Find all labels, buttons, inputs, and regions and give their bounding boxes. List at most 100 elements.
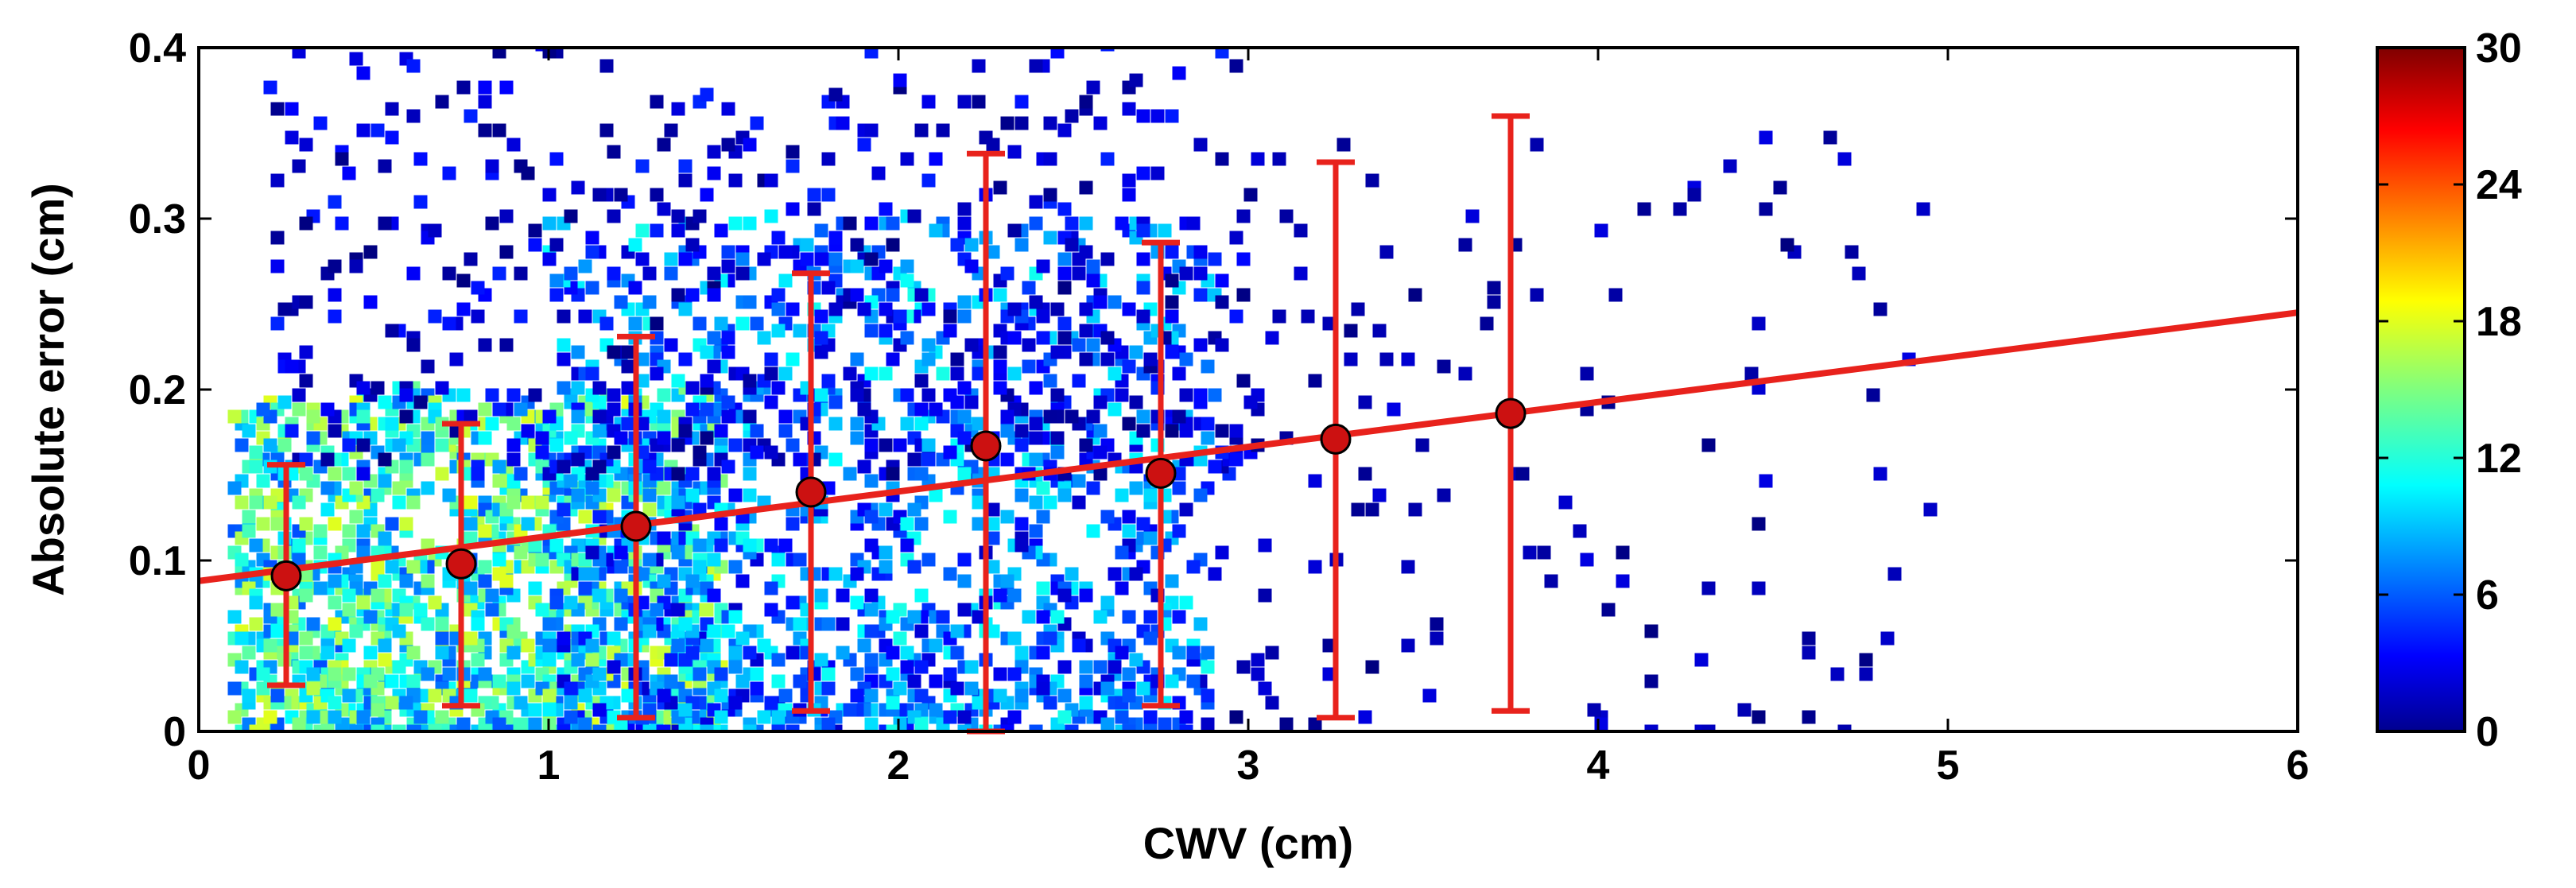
scatter-point [313, 116, 328, 130]
scatter-point [1086, 409, 1100, 424]
scatter-point [492, 460, 506, 474]
scatter-point [707, 724, 721, 731]
scatter-point [743, 409, 757, 424]
scatter-point [270, 316, 285, 331]
scatter-point [707, 288, 721, 302]
scatter-point [242, 646, 256, 660]
scatter-point [1100, 510, 1115, 524]
scatter-point [771, 324, 786, 338]
scatter-point [506, 646, 521, 660]
scatter-point [399, 409, 413, 424]
scatter-point [1294, 223, 1308, 238]
x-tick-label: 5 [1937, 743, 1960, 789]
scatter-point [1358, 710, 1372, 724]
scatter-point [528, 388, 542, 402]
scatter-point [685, 488, 700, 502]
scatter-point [914, 588, 929, 603]
scatter-point [764, 603, 778, 617]
scatter-point [235, 631, 249, 646]
scatter-point [914, 688, 929, 703]
scatter-point [993, 345, 1007, 359]
scatter-point [263, 710, 277, 724]
scatter-point [857, 302, 871, 316]
scatter-point [406, 338, 421, 352]
x-axis: 0 1 2 3 4 5 6 [188, 48, 2309, 789]
scatter-point [356, 409, 370, 424]
scatter-point [864, 252, 879, 266]
scatter-point [349, 624, 363, 638]
scatter-point [370, 488, 385, 502]
scatter-point [1050, 302, 1065, 316]
scatter-point [1165, 295, 1179, 309]
scatter-point [1014, 517, 1029, 531]
scatter-point [1029, 216, 1043, 231]
scatter-point [1007, 331, 1022, 345]
y-axis-title: Absolute error (cm) [23, 183, 73, 596]
scatter-point [370, 703, 385, 717]
scatter-point [471, 309, 485, 324]
scatter-point [1887, 567, 1902, 581]
scatter-point [1401, 560, 1415, 574]
scatter-point [828, 395, 843, 409]
scatter-point [1236, 660, 1251, 674]
scatter-point [921, 302, 936, 316]
scatter-point [435, 95, 449, 109]
scatter-point [320, 646, 335, 660]
scatter-point [814, 724, 828, 731]
scatter-point [485, 417, 499, 431]
scatter-point [1000, 409, 1014, 424]
scatter-point [771, 724, 786, 731]
scatter-point [1308, 474, 1322, 488]
scatter-point [1186, 216, 1201, 231]
scatter-point [1136, 252, 1150, 266]
scatter-point [1079, 95, 1093, 109]
scatter-point [270, 688, 285, 703]
scatter-point [1150, 109, 1165, 123]
scatter-point [685, 574, 700, 588]
colorbar-tick-label: 0 [2476, 709, 2499, 755]
scatter-point [1852, 266, 1866, 281]
scatter-point [1193, 338, 1208, 352]
scatter-point [1430, 631, 1444, 646]
scatter-point [1122, 688, 1136, 703]
scatter-point [607, 402, 621, 417]
scatter-point [607, 345, 621, 359]
scatter-point [1007, 223, 1022, 238]
scatter-point [1014, 116, 1029, 130]
scatter-point [385, 417, 399, 431]
scatter-point [1093, 467, 1108, 481]
scatter-point [356, 438, 370, 452]
scatter-point [986, 138, 1000, 152]
scatter-point [492, 717, 506, 731]
scatter-point [299, 631, 313, 646]
scatter-point [328, 710, 342, 724]
scatter-point [1802, 646, 1816, 660]
scatter-point [1365, 502, 1379, 517]
scatter-point [549, 595, 564, 610]
scatter-point [957, 724, 972, 731]
scatter-point [292, 388, 306, 402]
scatter-point [1158, 717, 1172, 731]
scatter-point [1000, 266, 1014, 281]
scatter-point [1122, 173, 1136, 188]
scatter-point [1193, 617, 1208, 631]
scatter-point [607, 145, 621, 159]
scatter-point [578, 688, 592, 703]
y-axis: 0 0.1 0.2 0.3 0.4 [129, 25, 2298, 755]
colorbar-tick-label: 30 [2476, 25, 2522, 72]
scatter-point [850, 688, 864, 703]
scatter-point [1122, 102, 1136, 116]
scatter-point [592, 510, 607, 524]
scatter-point [1379, 245, 1394, 259]
scatter-point [1014, 438, 1029, 452]
scatter-point [943, 710, 957, 724]
scatter-point [642, 295, 657, 309]
scatter-point [957, 202, 972, 216]
scatter-point [685, 288, 700, 302]
scatter-point [1115, 710, 1129, 724]
scatter-point [821, 152, 836, 166]
scatter-point [793, 324, 807, 338]
scatter-point [1279, 717, 1294, 731]
scatter-point [650, 223, 664, 238]
scatter-point [1079, 660, 1093, 674]
